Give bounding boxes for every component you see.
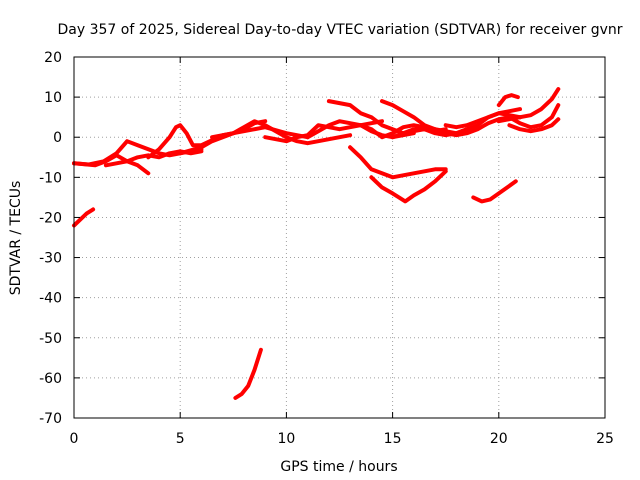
series-arc-r bbox=[348, 145, 448, 180]
series-arc-u bbox=[72, 207, 96, 228]
x-tick-label: 10 bbox=[277, 431, 295, 447]
plot-frame bbox=[73, 56, 606, 419]
series-arc-v bbox=[233, 347, 263, 400]
y-tick-label: -60 bbox=[39, 371, 62, 387]
y-tick-labels: -70 -60 -50 -40 -30 -20 -10 0 10 20 bbox=[39, 50, 62, 427]
y-tick-label: 0 bbox=[53, 130, 62, 146]
series-arc-p bbox=[507, 103, 561, 130]
series-arc-n bbox=[496, 93, 520, 108]
series-arc-s bbox=[369, 169, 448, 204]
series-arc-f bbox=[210, 119, 353, 146]
y-axis-title: SDTVAR / TECUs bbox=[8, 181, 24, 296]
y-tick-label: 10 bbox=[44, 90, 62, 106]
x-tick-labels: 0 5 10 15 20 25 bbox=[70, 431, 614, 447]
x-tick-label: 25 bbox=[596, 431, 614, 447]
y-tick-label: 20 bbox=[44, 50, 62, 66]
series-arc-t bbox=[471, 179, 518, 204]
series-arc-q bbox=[507, 117, 561, 134]
grid-lines bbox=[74, 57, 605, 418]
x-tick-label: 5 bbox=[176, 431, 185, 447]
series-arc-m bbox=[443, 107, 522, 130]
x-tick-label: 0 bbox=[70, 431, 79, 447]
y-tick-label: -70 bbox=[39, 411, 62, 427]
y-tick-label: -30 bbox=[39, 251, 62, 267]
x-axis-title: GPS time / hours bbox=[280, 459, 397, 475]
y-tick-label: -20 bbox=[39, 210, 62, 226]
y-tick-label: -40 bbox=[39, 291, 62, 307]
chart-title: Day 357 of 2025, Sidereal Day-to-day VTE… bbox=[57, 22, 622, 38]
y-tick-label: -10 bbox=[39, 170, 62, 186]
x-tick-label: 15 bbox=[384, 431, 402, 447]
y-tick-label: -50 bbox=[39, 331, 62, 347]
axis-ticks bbox=[73, 56, 606, 419]
x-tick-label: 20 bbox=[490, 431, 508, 447]
data-traces bbox=[72, 87, 561, 400]
